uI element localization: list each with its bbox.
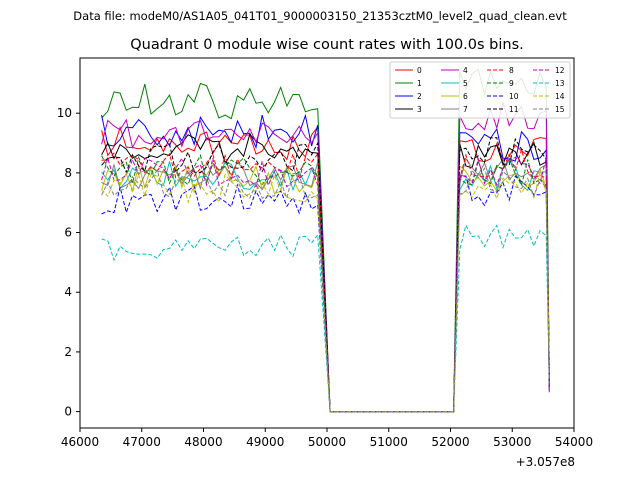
y-axis: 0 2 4 6 8 10: [57, 106, 80, 419]
legend-label: 11: [509, 105, 519, 114]
legend-label: 9: [509, 79, 514, 88]
chart-supertitle: Data file: modeM0/AS1A05_041T01_90000031…: [73, 9, 567, 23]
y-tick-label: 6: [64, 226, 72, 240]
series-line-2: [101, 113, 550, 413]
series-line-12: [101, 156, 550, 413]
series-line-3: [101, 133, 550, 413]
x-tick-label: 47000: [123, 435, 161, 449]
x-tick-label: 51000: [370, 435, 408, 449]
legend-label: 7: [463, 105, 468, 114]
series-line-15: [101, 167, 550, 413]
series-line-13: [101, 224, 550, 413]
series-line-7: [101, 157, 550, 413]
x-axis: 46000 47000 48000 49000 50000 51000 52000 53000…: [61, 428, 593, 449]
y-tick-label: 8: [64, 166, 72, 180]
legend-label: 6: [463, 92, 468, 101]
legend-box: [389, 61, 571, 119]
x-tick-label: 49000: [246, 435, 284, 449]
x-offset-label: +3.057e8: [516, 455, 575, 469]
x-tick-label: 46000: [61, 435, 99, 449]
legend-label: 12: [555, 66, 565, 75]
legend-label: 0: [417, 66, 422, 75]
x-tick-label: 50000: [308, 435, 346, 449]
x-tick-label: 52000: [431, 435, 469, 449]
series-line-0: [101, 125, 550, 413]
legend-label: 14: [555, 92, 565, 101]
series-line-11: [101, 137, 550, 413]
legend-label: 15: [555, 105, 565, 114]
x-tick-label: 53000: [493, 435, 531, 449]
y-tick-label: 4: [64, 285, 72, 299]
legend-label: 1: [417, 79, 422, 88]
x-tick-label: 54000: [555, 435, 593, 449]
legend-label: 3: [417, 105, 422, 114]
legend-label: 5: [463, 79, 468, 88]
legend-label: 10: [509, 92, 519, 101]
legend-label: 13: [555, 79, 565, 88]
series-line-14: [101, 170, 550, 413]
series-layer: [101, 68, 550, 413]
legend-label: 4: [463, 66, 468, 75]
y-tick-label: 2: [64, 345, 72, 359]
legend-label: 8: [509, 66, 514, 75]
series-line-4: [101, 102, 550, 413]
series-line-10: [101, 175, 550, 413]
y-tick-label: 0: [64, 405, 72, 419]
y-tick-label: 10: [57, 106, 72, 120]
legend-label: 2: [417, 92, 422, 101]
chart-title: Quadrant 0 module wise count rates with …: [130, 37, 524, 53]
x-tick-label: 48000: [184, 435, 222, 449]
